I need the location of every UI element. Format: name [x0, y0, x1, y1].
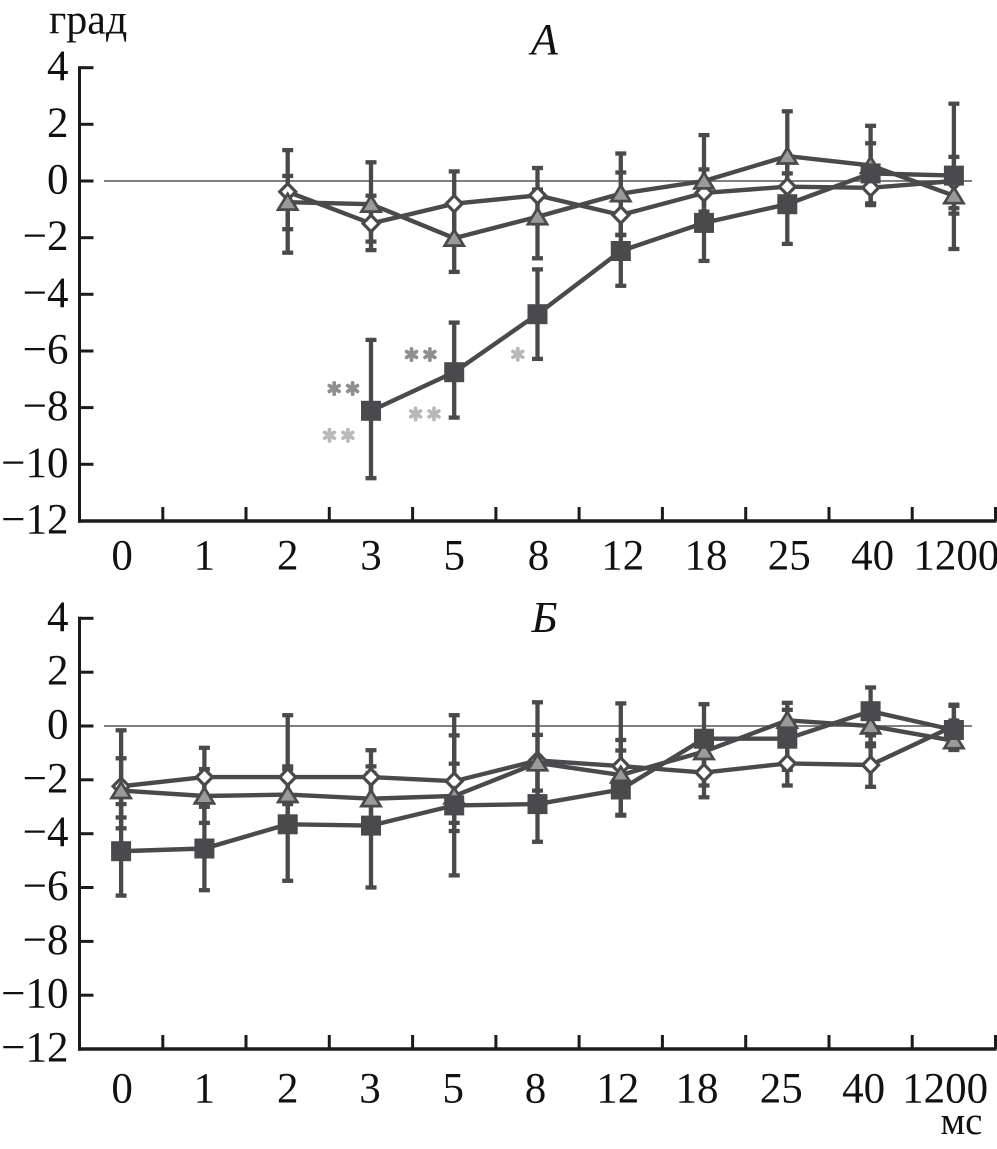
- svg-text:1200: 1200: [902, 1066, 988, 1113]
- svg-text:1: 1: [194, 1066, 216, 1113]
- svg-text:−2: −2: [23, 213, 69, 260]
- svg-text:мс: мс: [941, 1100, 983, 1143]
- svg-text:25: 25: [768, 533, 811, 580]
- svg-text:2: 2: [47, 100, 69, 147]
- svg-text:−10: −10: [1, 971, 68, 1018]
- svg-text:3: 3: [360, 533, 382, 580]
- svg-text:−8: −8: [23, 383, 69, 430]
- svg-text:0: 0: [47, 702, 69, 749]
- svg-text:град: град: [49, 0, 127, 44]
- svg-text:−6: −6: [23, 327, 69, 374]
- svg-text:4: 4: [47, 43, 69, 90]
- svg-text:5: 5: [443, 533, 465, 580]
- svg-text:−10: −10: [1, 440, 68, 487]
- svg-text:−12: −12: [1, 1025, 68, 1072]
- svg-text:40: 40: [842, 1066, 885, 1113]
- svg-text:25: 25: [760, 1066, 803, 1113]
- svg-text:A: A: [528, 15, 559, 64]
- svg-text:18: 18: [676, 1066, 719, 1113]
- svg-text:1200: 1200: [913, 533, 997, 580]
- svg-text:5: 5: [442, 1066, 464, 1113]
- svg-text:−4: −4: [23, 270, 69, 317]
- svg-text:0: 0: [47, 157, 69, 204]
- svg-text:8: 8: [525, 1066, 547, 1113]
- svg-text:2: 2: [277, 533, 299, 580]
- svg-text:Б: Б: [531, 593, 558, 642]
- svg-text:12: 12: [596, 1066, 639, 1113]
- svg-text:40: 40: [851, 533, 894, 580]
- svg-text:−4: −4: [23, 809, 69, 856]
- svg-text:18: 18: [685, 533, 728, 580]
- svg-text:2: 2: [277, 1066, 299, 1113]
- svg-text:−12: −12: [1, 497, 68, 544]
- svg-text:−2: −2: [23, 755, 69, 802]
- svg-text:0: 0: [111, 533, 133, 580]
- svg-text:12: 12: [601, 533, 644, 580]
- svg-text:1: 1: [194, 533, 216, 580]
- svg-text:8: 8: [528, 533, 550, 580]
- svg-text:4: 4: [47, 594, 69, 641]
- svg-text:0: 0: [111, 1066, 133, 1113]
- svg-text:−6: −6: [23, 863, 69, 910]
- svg-text:2: 2: [47, 648, 69, 695]
- svg-text:−8: −8: [23, 917, 69, 964]
- svg-text:3: 3: [359, 1066, 381, 1113]
